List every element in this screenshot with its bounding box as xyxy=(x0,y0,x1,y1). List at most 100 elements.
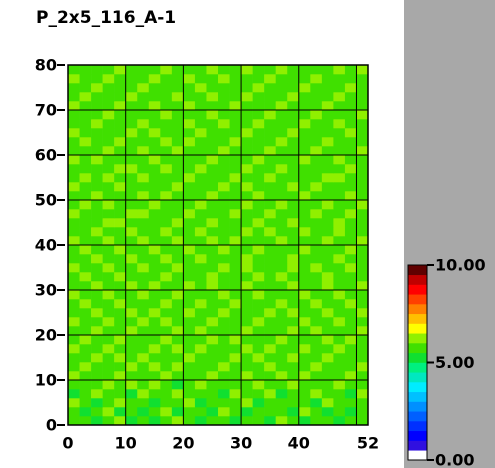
heat-cell xyxy=(310,281,323,291)
heat-cell xyxy=(125,272,138,282)
heat-cell xyxy=(114,191,126,201)
heat-cell xyxy=(218,74,230,84)
heat-cell xyxy=(241,362,253,372)
heat-cell xyxy=(102,299,115,309)
heat-cell xyxy=(310,146,323,156)
heat-cell xyxy=(344,317,357,327)
heat-cell xyxy=(68,173,80,183)
heat-cell xyxy=(206,335,219,345)
heat-cell xyxy=(298,281,311,291)
heat-cell xyxy=(275,74,288,84)
heat-cell xyxy=(171,380,184,390)
heat-cell xyxy=(79,389,92,399)
heat-cell xyxy=(287,263,300,273)
heat-cell xyxy=(229,65,242,75)
heat-cell xyxy=(333,218,346,228)
heat-cell xyxy=(275,227,288,237)
heat-cell xyxy=(91,362,103,372)
heat-cell xyxy=(356,344,369,354)
heat-cell xyxy=(252,335,265,345)
heat-cell xyxy=(68,254,80,264)
heat-cell xyxy=(91,137,103,147)
heat-cell xyxy=(275,164,288,174)
heat-cell xyxy=(287,110,300,120)
heat-cell xyxy=(321,218,334,228)
heat-cell xyxy=(148,281,161,291)
heat-cell xyxy=(344,263,357,273)
heat-cell xyxy=(252,254,265,264)
heat-cell xyxy=(241,353,253,363)
heat-cell xyxy=(356,74,369,84)
heat-cell xyxy=(333,164,346,174)
heat-cell xyxy=(218,128,230,138)
heat-cell xyxy=(321,182,334,192)
heat-cell xyxy=(160,398,173,408)
heat-cell xyxy=(137,389,150,399)
heat-cell xyxy=(321,236,334,246)
heat-cell xyxy=(218,83,230,93)
heat-cell xyxy=(298,164,311,174)
heat-cell xyxy=(264,254,276,264)
heat-cell xyxy=(160,344,173,354)
heat-cell xyxy=(125,407,138,417)
heat-cell xyxy=(79,335,92,345)
heat-cell xyxy=(229,245,242,255)
heat-cell xyxy=(125,209,138,219)
heat-cell xyxy=(183,317,196,327)
heat-cell xyxy=(344,254,357,264)
heat-cell xyxy=(206,317,219,327)
heat-cell xyxy=(79,371,92,381)
heat-cell xyxy=(194,173,207,183)
heat-cell xyxy=(148,65,161,75)
heat-cell xyxy=(344,299,357,309)
heat-cell xyxy=(229,191,242,201)
heat-cell xyxy=(229,380,242,390)
heat-cell xyxy=(148,182,161,192)
heat-cell xyxy=(206,308,219,318)
heat-cell xyxy=(229,281,242,291)
heat-cell xyxy=(68,398,80,408)
heat-cell xyxy=(310,155,323,165)
heat-cell xyxy=(102,236,115,246)
heat-cell xyxy=(252,317,265,327)
heat-cell xyxy=(356,317,369,327)
heat-cell xyxy=(310,308,323,318)
heat-cell xyxy=(356,209,369,219)
heat-cell xyxy=(194,272,207,282)
heat-cell xyxy=(137,146,150,156)
heat-cell xyxy=(137,326,150,336)
heat-cell xyxy=(356,101,369,111)
heat-cell xyxy=(125,344,138,354)
heat-cell xyxy=(171,335,184,345)
heat-cell xyxy=(321,119,334,129)
heat-cell xyxy=(241,128,253,138)
heat-cell xyxy=(160,128,173,138)
heat-cell xyxy=(356,308,369,318)
heat-cell xyxy=(114,101,126,111)
heat-cell xyxy=(264,317,276,327)
heat-cell xyxy=(252,353,265,363)
heat-cell xyxy=(287,272,300,282)
heat-cell xyxy=(287,290,300,300)
heat-cell xyxy=(356,110,369,120)
heat-cell xyxy=(206,209,219,219)
heat-cell xyxy=(183,83,196,93)
heat-cell xyxy=(252,146,265,156)
heat-cell xyxy=(125,74,138,84)
heat-cell xyxy=(310,119,323,129)
heat-cell xyxy=(160,263,173,273)
heat-cell xyxy=(229,182,242,192)
heat-cell xyxy=(148,128,161,138)
heat-cell xyxy=(194,128,207,138)
heat-cell xyxy=(252,416,265,426)
heat-cell xyxy=(91,227,103,237)
heat-cell xyxy=(321,326,334,336)
heat-cell xyxy=(229,209,242,219)
heat-cell xyxy=(218,245,230,255)
heat-cell xyxy=(160,245,173,255)
heat-cell xyxy=(183,362,196,372)
heat-cell xyxy=(275,245,288,255)
heat-cell xyxy=(79,74,92,84)
y-tick-label: 0 xyxy=(46,416,57,435)
heat-cell xyxy=(171,362,184,372)
